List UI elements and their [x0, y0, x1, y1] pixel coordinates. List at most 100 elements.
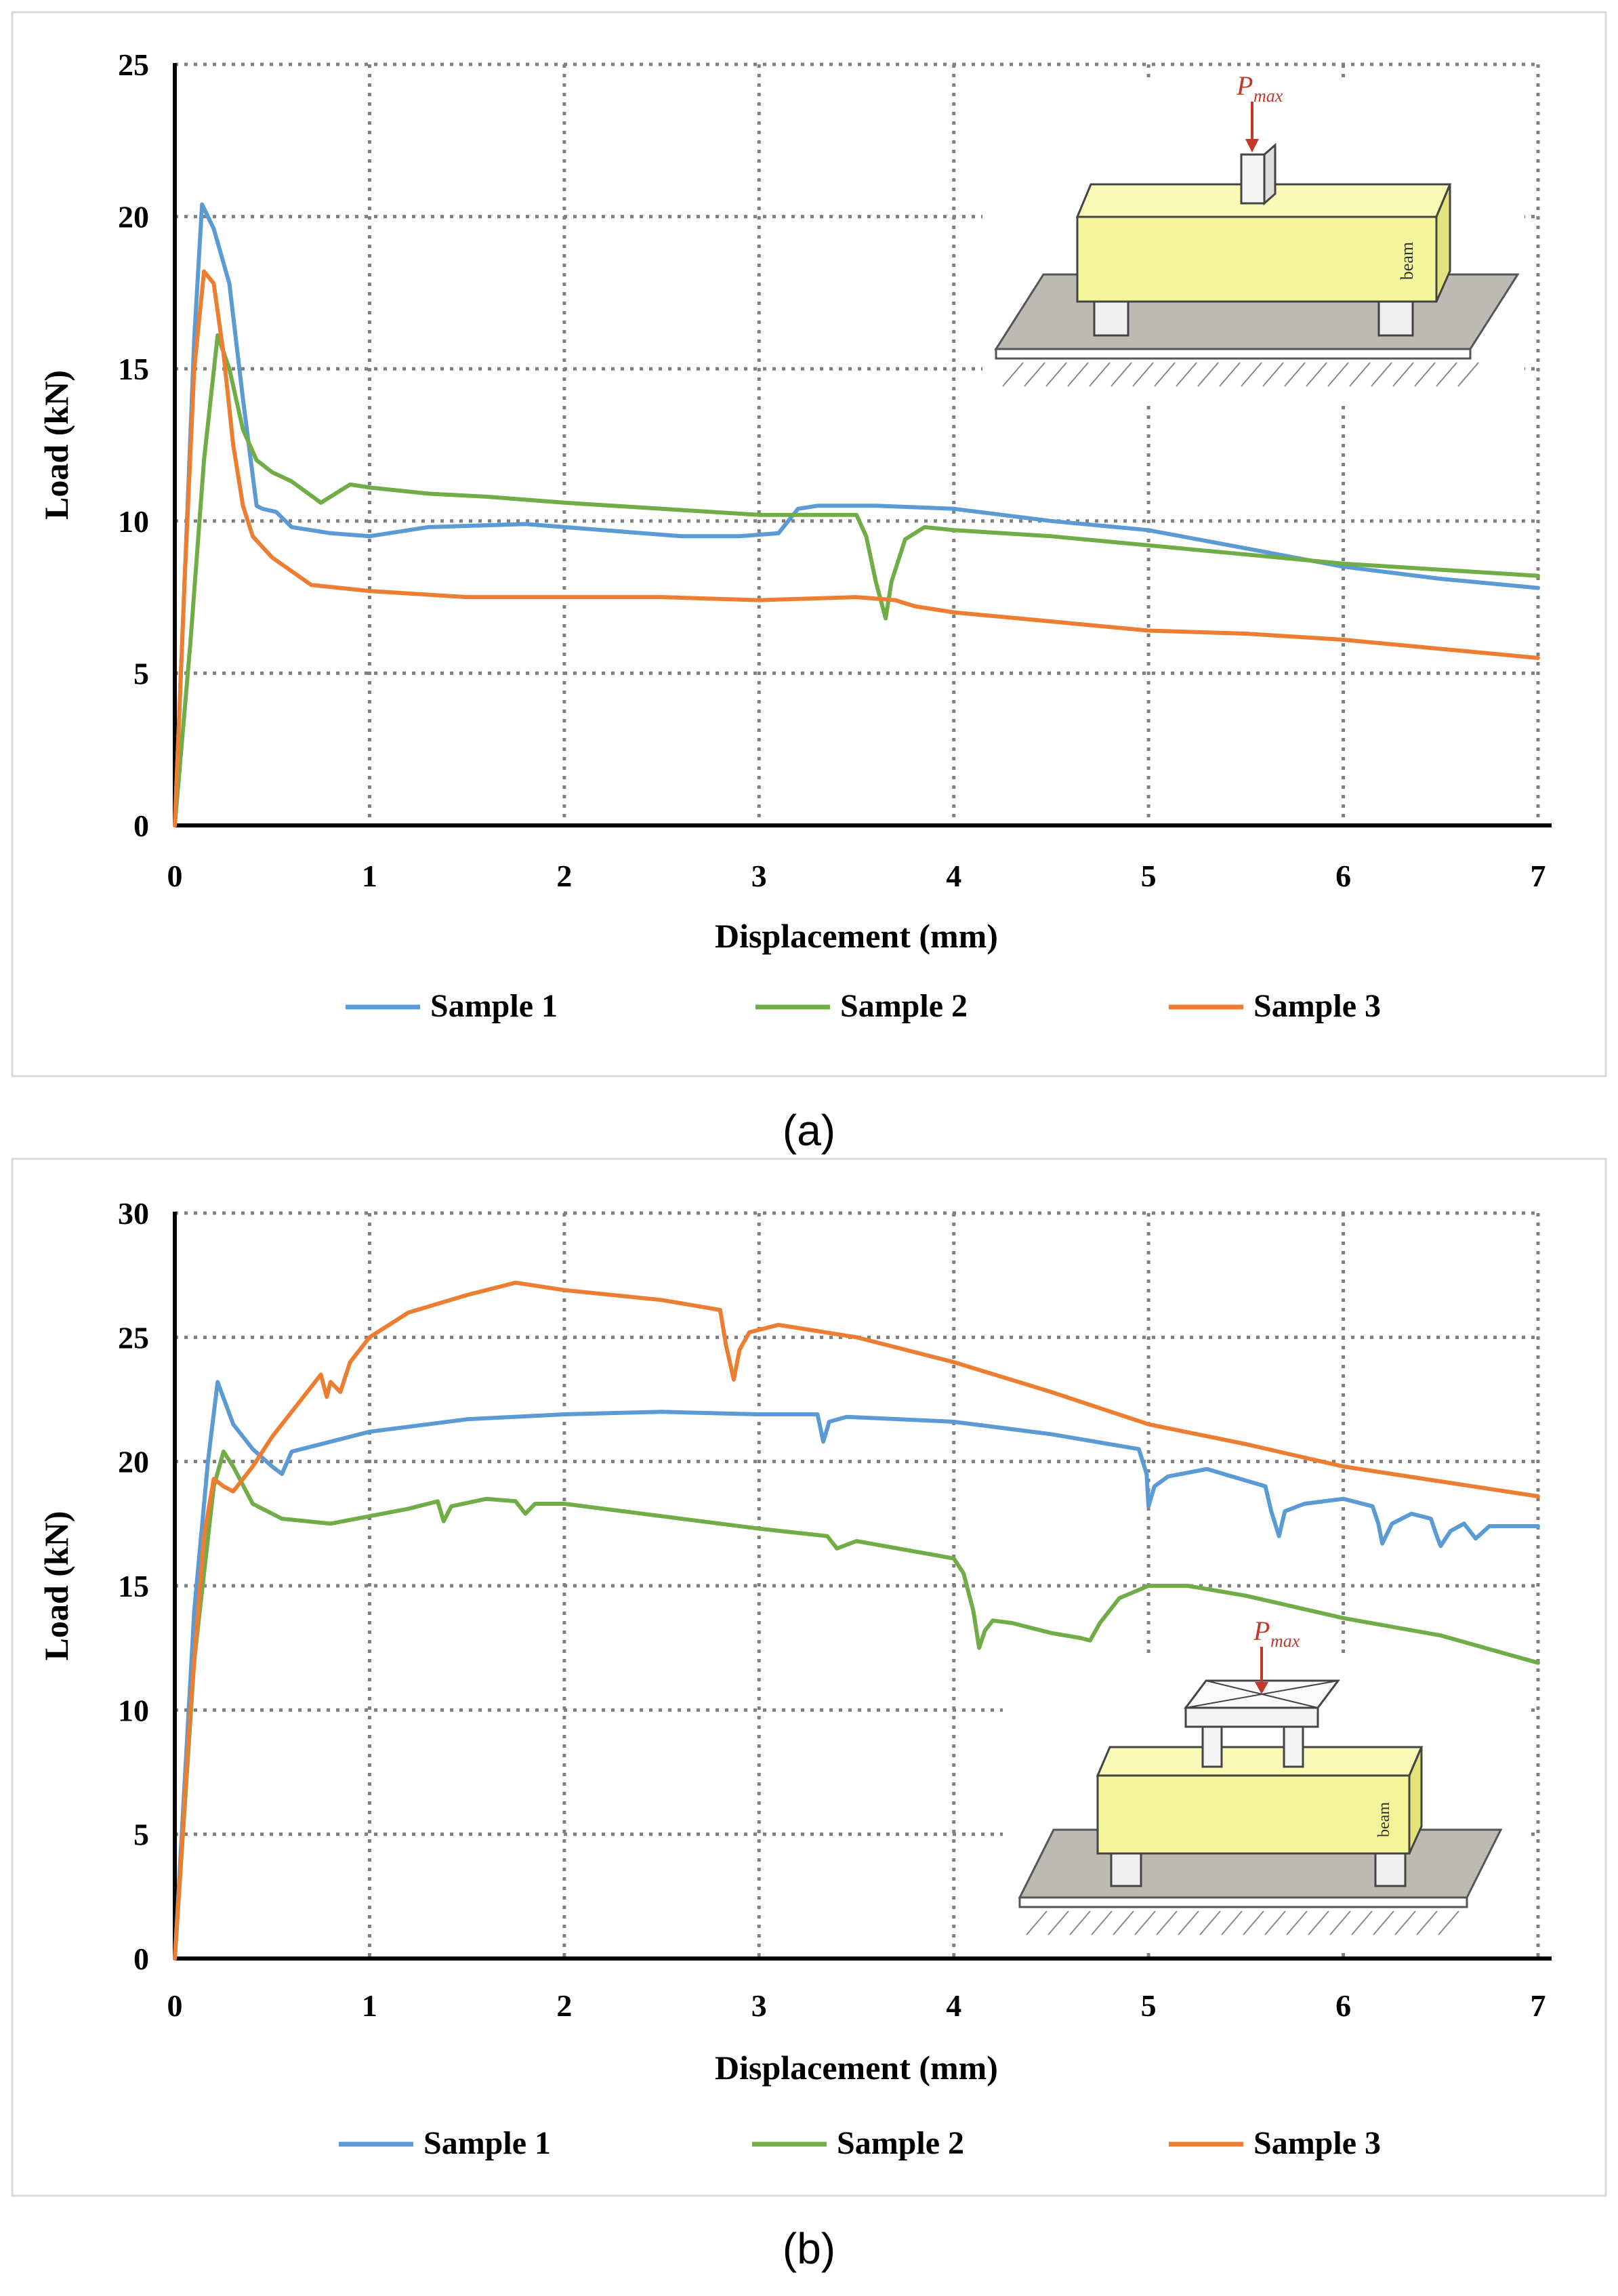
chart-a: beam P max 0 5 10 15 20 25 0 1 2 3 4 5 6 7 Displacement (… — [37, 47, 1552, 1024]
inset-load-arrowhead — [1245, 139, 1259, 152]
inset-hatch — [1047, 1910, 1069, 1935]
inset-hatch — [1156, 1910, 1178, 1935]
x-tick-label: 5 — [1141, 859, 1157, 893]
x-tick-label: 2 — [556, 859, 572, 893]
inset-hatch — [1134, 1910, 1156, 1935]
x-tick-label: 7 — [1531, 859, 1546, 893]
inset-hatch — [1371, 362, 1392, 387]
series-line-sample-3 — [173, 269, 1540, 827]
inset-hatch — [1264, 1910, 1286, 1935]
x-tick-label: 3 — [751, 859, 767, 893]
y-axis-label: Load (kN) — [37, 1511, 75, 1661]
y-tick-label: 5 — [133, 1818, 149, 1852]
series-line-sample-1 — [173, 1380, 1540, 1961]
inset-beam-side — [1435, 184, 1451, 302]
inset-load-block-side — [1263, 142, 1277, 206]
y-tick-label: 0 — [133, 1942, 149, 1976]
legend-label: Sample 3 — [1253, 2125, 1381, 2161]
inset-hatch — [1394, 1910, 1416, 1935]
legend-label: Sample 2 — [840, 988, 968, 1024]
test-setup-inset: beam P max — [1003, 1616, 1531, 1952]
inset-load-subscript: max — [1270, 1631, 1300, 1651]
inset-hatch — [1329, 1910, 1351, 1935]
inset-load-arrowhead — [1255, 1682, 1268, 1694]
y-tick-label: 15 — [118, 352, 149, 386]
inset-beam-top — [1096, 1746, 1424, 1777]
y-tick-label: 25 — [118, 1320, 149, 1355]
x-tick-label: 5 — [1141, 1988, 1157, 2023]
y-tick-label: 10 — [118, 504, 149, 539]
x-axis-label: Displacement (mm) — [715, 2049, 998, 2087]
inset-beam-front — [1096, 1774, 1411, 1855]
inset-hatch — [1069, 1910, 1091, 1935]
inset-hatch — [1286, 1910, 1308, 1935]
inset-hatch — [1024, 362, 1045, 387]
inset-hatch — [1178, 1910, 1199, 1935]
inset-load-label: P — [1236, 70, 1253, 101]
series-line-sample-2 — [173, 1450, 1540, 1961]
y-tick-label: 15 — [118, 1569, 149, 1603]
legend-label: Sample 3 — [1253, 988, 1381, 1024]
x-tick-label: 0 — [167, 1988, 183, 2023]
x-tick-label: 0 — [167, 859, 183, 893]
inset-load-label: P — [1253, 1616, 1270, 1646]
y-axis-label: Load (kN) — [37, 370, 75, 520]
inset-load-subscript: max — [1253, 86, 1283, 106]
inset-hatch — [1351, 1910, 1373, 1935]
x-axis-label: Displacement (mm) — [715, 917, 998, 955]
y-tick-label: 25 — [118, 47, 149, 82]
inset-load-post-left — [1201, 1723, 1223, 1768]
inset-hatch — [1392, 362, 1414, 387]
inset-hatch — [1067, 362, 1089, 387]
inset-hatch — [1113, 1910, 1134, 1935]
inset-base-edge — [1018, 1896, 1468, 1908]
inset-hatch — [1026, 1910, 1047, 1935]
panel-a-label: (a) — [783, 1106, 835, 1155]
inset-hatch — [1373, 1910, 1394, 1935]
inset-beam-label: beam — [1375, 1802, 1393, 1837]
x-tick-label: 7 — [1531, 1988, 1546, 2023]
inset-spreader-front — [1184, 1706, 1319, 1728]
inset-hatch — [1327, 362, 1349, 387]
inset-hatch — [1154, 362, 1176, 387]
inset-hatch — [1002, 362, 1024, 387]
x-tick-label: 6 — [1335, 859, 1351, 893]
legend-label: Sample 1 — [430, 988, 558, 1024]
inset-hatch — [1306, 362, 1327, 387]
y-tick-label: 20 — [118, 1445, 149, 1479]
x-tick-label: 4 — [946, 1988, 961, 2023]
inset-hatch — [1132, 362, 1154, 387]
inset-hatch — [1176, 362, 1197, 387]
inset-support-right — [1377, 300, 1414, 337]
inset-hatch — [1457, 362, 1479, 387]
y-tick-label: 20 — [118, 200, 149, 234]
series-line-sample-2 — [173, 333, 1540, 827]
inset-hatch — [1089, 362, 1111, 387]
inset-hatch — [1221, 1910, 1243, 1935]
inset-hatch — [1045, 362, 1067, 387]
y-tick-label: 30 — [118, 1196, 149, 1231]
x-tick-label: 1 — [362, 1988, 377, 2023]
inset-hatch — [1284, 362, 1306, 387]
x-tick-label: 2 — [556, 1988, 572, 2023]
inset-load-block — [1240, 153, 1266, 205]
chart-b: beam P max 0 5 10 15 20 25 30 0 1 2 3 4 5 6 7 Displacement… — [37, 1196, 1552, 2161]
legend-label: Sample 2 — [837, 2125, 964, 2161]
inset-load-post-right — [1283, 1723, 1304, 1768]
inset-hatch — [1416, 1910, 1438, 1935]
inset-hatch — [1197, 362, 1219, 387]
inset-beam-front — [1076, 216, 1438, 303]
series-line-sample-3 — [173, 1280, 1540, 1961]
inset-hatch — [1091, 1910, 1113, 1935]
legend-label: Sample 1 — [423, 2125, 551, 2161]
inset-hatch — [1111, 362, 1132, 387]
inset-support-left — [1093, 300, 1129, 337]
panel-b-label: (b) — [783, 2224, 835, 2273]
x-tick-label: 6 — [1335, 1988, 1351, 2023]
inset-hatch — [1438, 1910, 1459, 1935]
x-tick-label: 1 — [362, 859, 377, 893]
inset-beam-side — [1408, 1746, 1423, 1854]
inset-hatch — [1349, 362, 1371, 387]
inset-hatch — [1262, 362, 1284, 387]
